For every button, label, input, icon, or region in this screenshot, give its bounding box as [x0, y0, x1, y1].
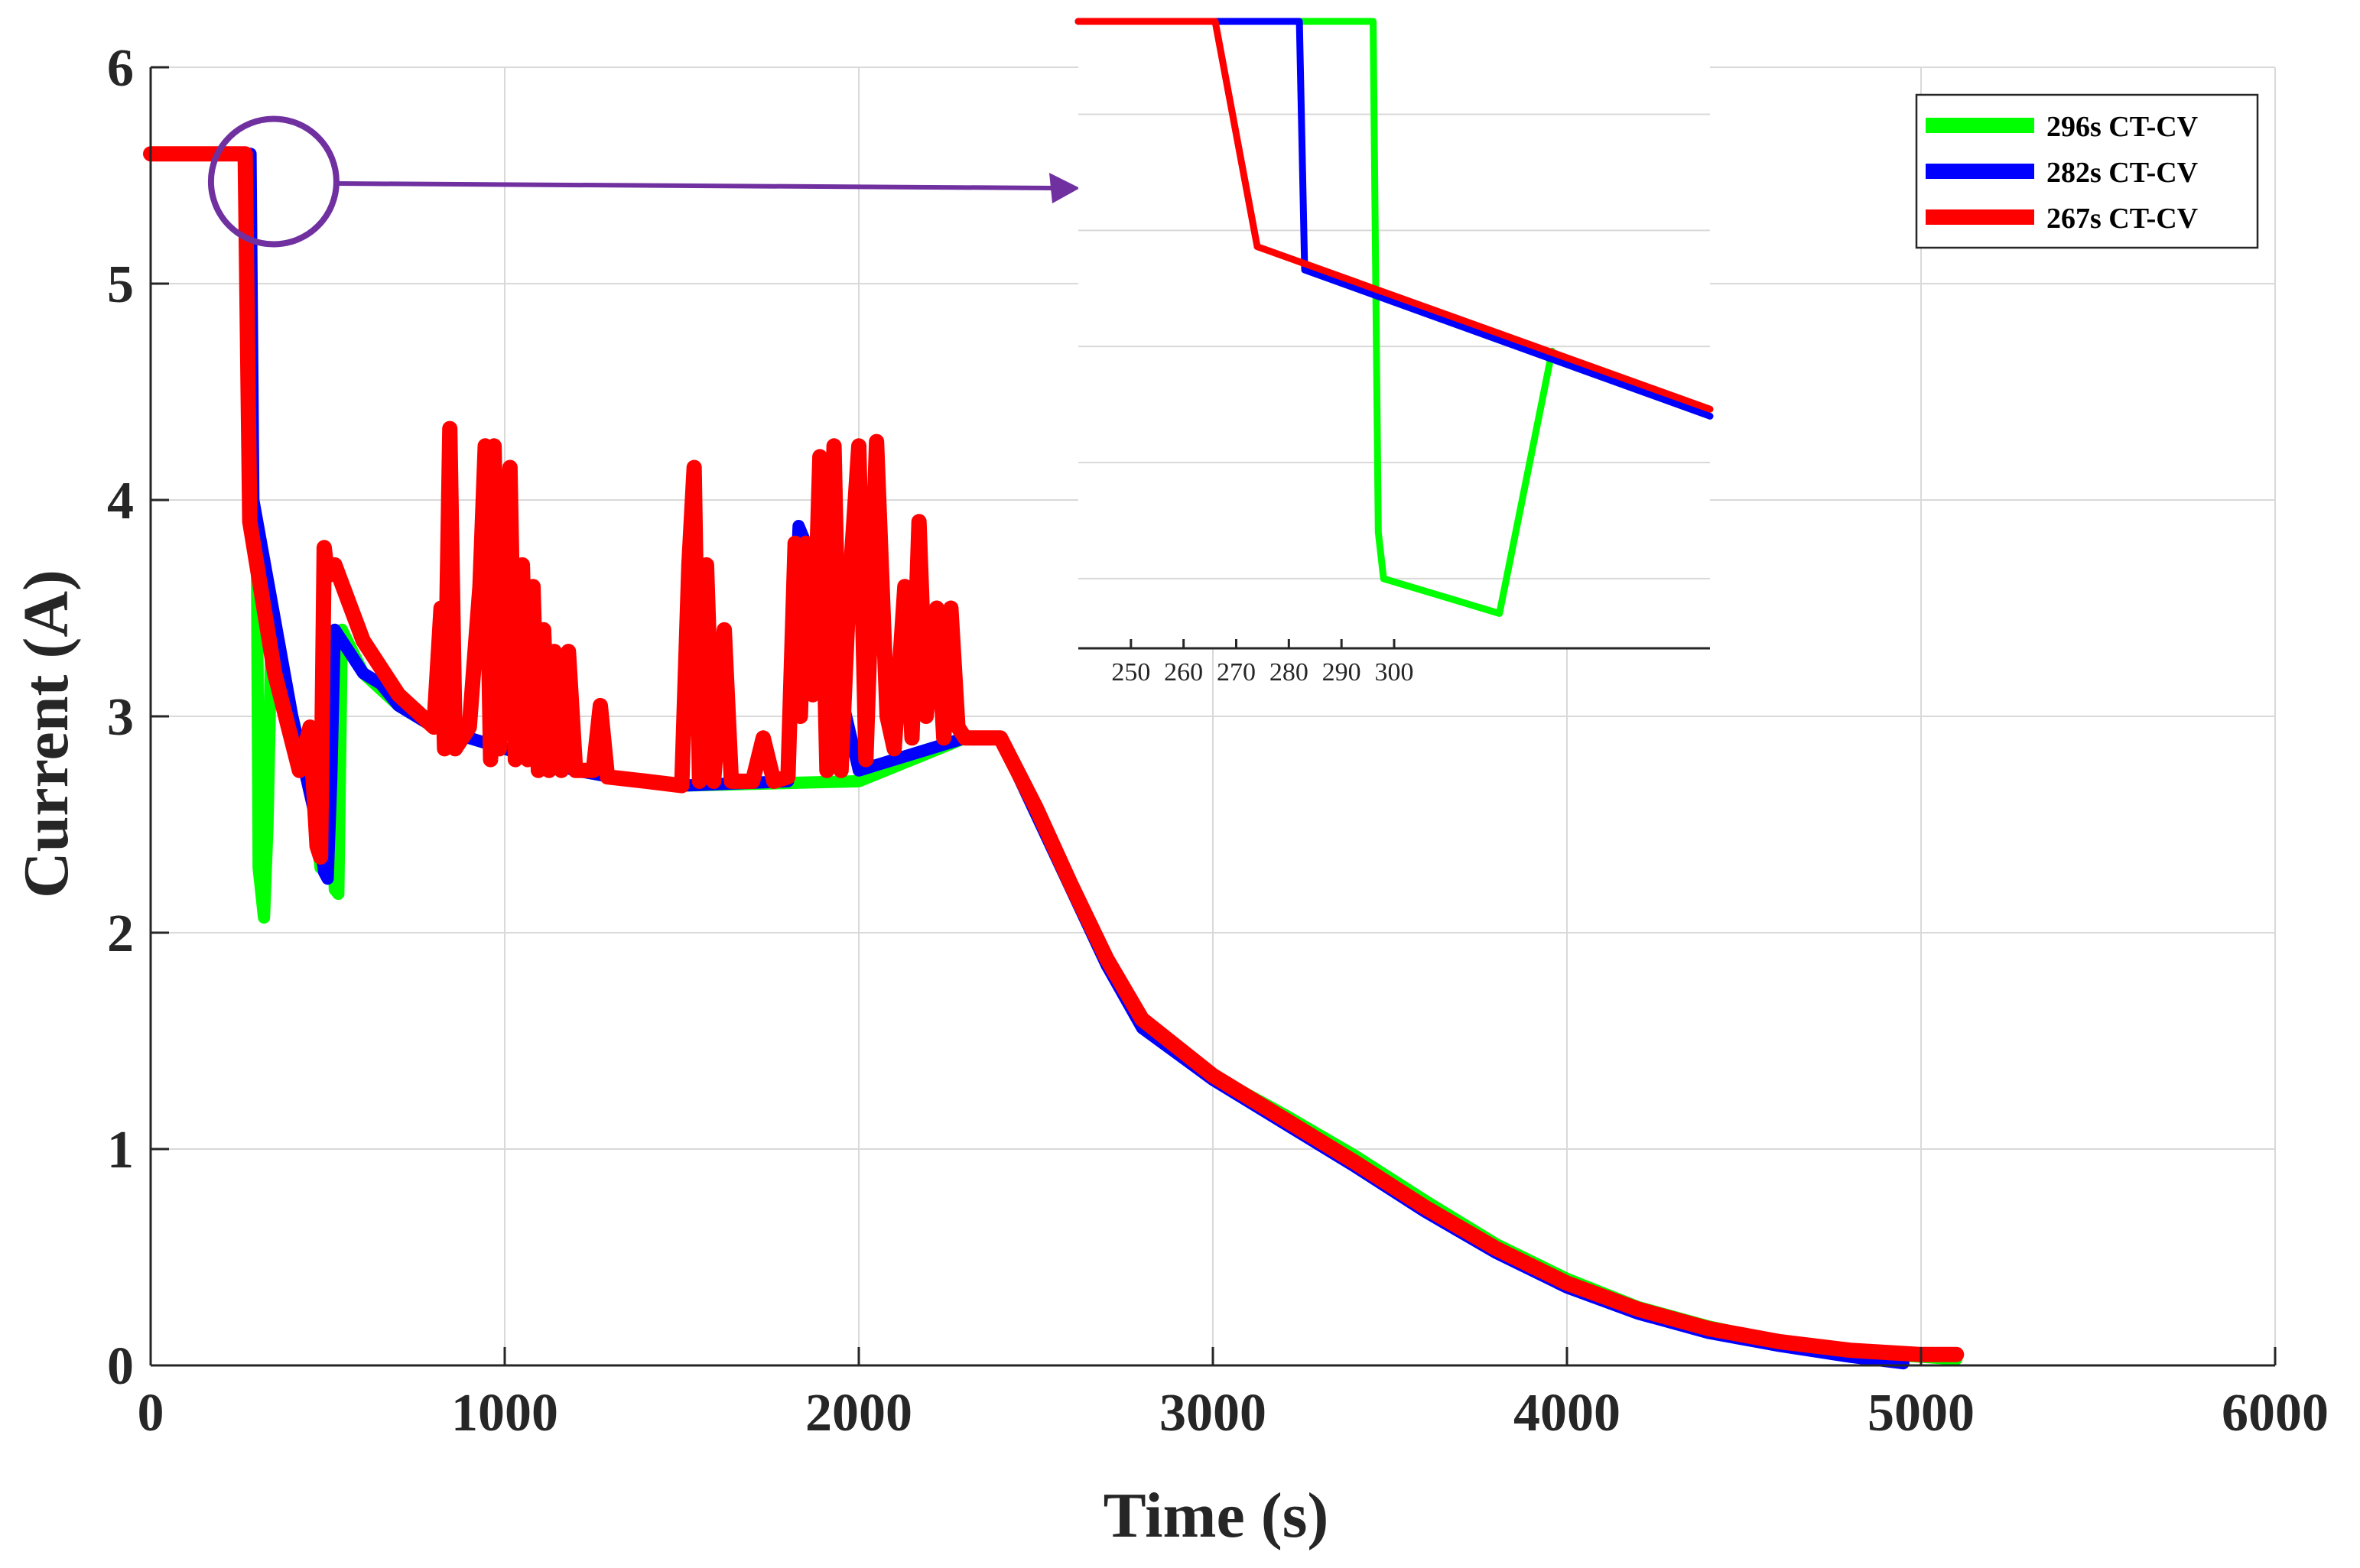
x-tick-label: 6000 [2222, 1384, 2329, 1443]
y-tick-label: 1 [107, 1121, 134, 1180]
y-tick-label: 6 [107, 39, 134, 98]
inset-series-line-1 [1074, 18, 1555, 617]
inset-grid [1078, 113, 1710, 579]
inset-x-tick-label: 260 [1164, 658, 1203, 687]
x-tick-label: 5000 [1868, 1384, 1975, 1443]
inset-zoom-chart: 250 260 270 280 290 300 [1074, 15, 1714, 687]
x-tick-label: 2000 [805, 1384, 912, 1443]
inset-x-tick-label: 290 [1322, 658, 1361, 687]
x-tick-label: 0 [138, 1384, 164, 1443]
y-tick-label: 5 [107, 255, 134, 314]
y-tick-label: 3 [107, 688, 134, 747]
zoom-circle [207, 115, 340, 248]
legend: 296s CT-CV 282s CT-CV 267s CT-CV [1915, 93, 2259, 249]
main-series [143, 146, 1965, 1370]
x-tick-label: 4000 [1513, 1384, 1620, 1443]
inset-x-tick-label: 270 [1217, 658, 1256, 687]
legend-label-3: 267s CT-CV [2046, 203, 2199, 235]
legend-label-1: 296s CT-CV [2046, 111, 2199, 143]
x-tick-label: 3000 [1159, 1384, 1266, 1443]
zoom-arrow-head [1049, 173, 1080, 203]
inset-background [1078, 15, 1710, 648]
x-axis-title: Time (s) [1104, 1480, 1329, 1551]
y-tick-label: 4 [107, 472, 134, 531]
inset-x-tick-label: 280 [1269, 658, 1308, 687]
inset-series-line-3 [1074, 18, 1714, 413]
zoom-arrow-line [336, 181, 1055, 190]
inset-ticks: 250 260 270 280 290 300 [1111, 639, 1414, 687]
legend-label-2: 282s CT-CV [2046, 157, 2199, 189]
y-tick-label: 0 [107, 1337, 134, 1396]
main-ticks: 0 1000 2000 3000 4000 5000 6000 0 1 2 3 4 5 6 [107, 39, 2329, 1443]
inset-series [1074, 18, 1714, 617]
zoom-annotation [207, 115, 1080, 248]
inset-x-tick-label: 250 [1111, 658, 1150, 687]
series-line-3 [143, 146, 1965, 1362]
inset-x-tick-label: 300 [1375, 658, 1414, 687]
x-tick-label: 1000 [451, 1384, 558, 1443]
y-axis-title: Current (A) [11, 570, 82, 898]
y-tick-label: 2 [107, 904, 134, 963]
